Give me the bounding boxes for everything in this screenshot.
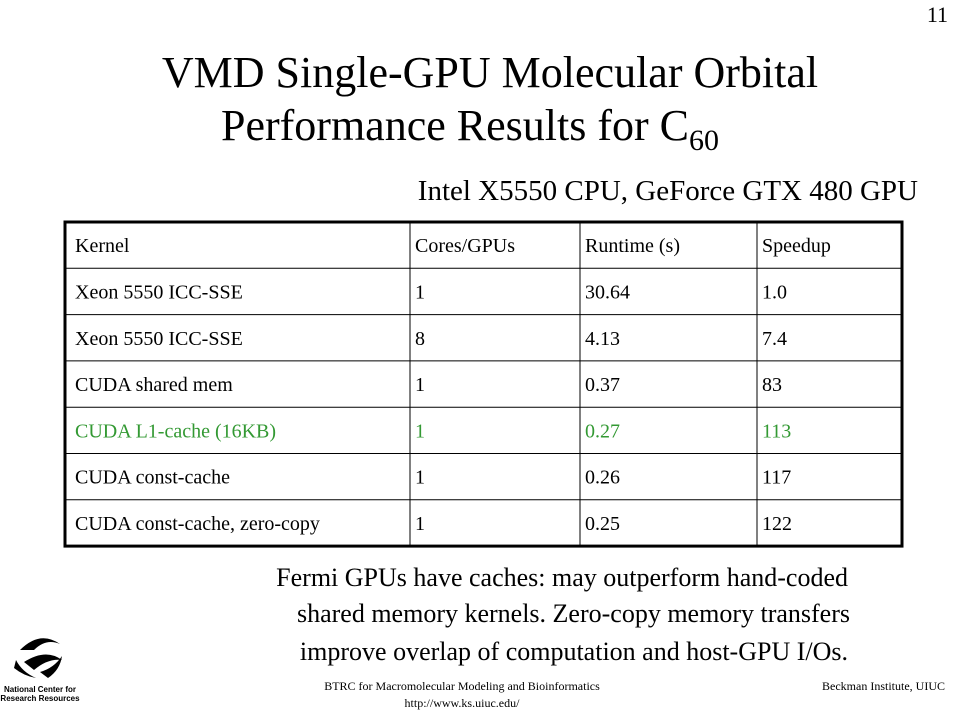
- table-cell: 0.25: [585, 513, 620, 535]
- table-cell: 0.26: [585, 467, 620, 489]
- title-text: Performance Results for C: [221, 101, 689, 150]
- table-cell: 122: [762, 513, 792, 535]
- table-cell: 0.27: [585, 420, 620, 442]
- header-cell: Runtime (s): [585, 235, 680, 257]
- table-cell: 83: [762, 374, 782, 396]
- table: Kernel Cores/GPUs Runtime (s) Speedup Xeon 5…: [63, 220, 904, 548]
- table-cell: 1: [415, 467, 425, 489]
- table-cell: 8: [415, 328, 425, 350]
- header-cell: Speedup: [762, 235, 831, 257]
- table-cell: 30.64: [585, 281, 630, 303]
- title-line: Performance Results for C60: [221, 101, 719, 157]
- table-cell: Xeon 5550 ICC-SSE: [75, 328, 243, 350]
- table-cell: CUDA const-cache, zero-copy: [75, 513, 320, 535]
- table-cell: CUDA L1-cache (16KB): [75, 420, 276, 442]
- table-cell: 117: [762, 467, 791, 489]
- footer-text: Beckman Institute, UIUC: [822, 679, 945, 693]
- logo-mark: [14, 638, 62, 678]
- logo-text: Research Resources: [0, 694, 80, 703]
- table-cell: 1: [415, 281, 425, 303]
- body-line: shared memory kernels. Zero-copy memory …: [297, 599, 850, 628]
- title-line: VMD Single-GPU Molecular Orbital: [162, 48, 818, 97]
- table-cell: 1: [415, 513, 425, 535]
- table-cell: 113: [762, 420, 791, 442]
- table-cell: CUDA const-cache: [75, 467, 230, 489]
- logo-text: National Center for: [4, 685, 76, 694]
- table-cell: Xeon 5550 ICC-SSE: [75, 281, 243, 303]
- logo: National Center for Research Resources: [0, 638, 80, 703]
- table-cell: 0.37: [585, 374, 620, 396]
- body-line: Fermi GPUs have caches: may outperform h…: [276, 563, 848, 592]
- table-cell: CUDA shared mem: [75, 374, 233, 396]
- title-subscript: 60: [689, 124, 719, 157]
- body-line: improve overlap of computation and host-…: [300, 637, 848, 666]
- table-cell: 7.4: [762, 328, 787, 350]
- header-cell: Cores/GPUs: [415, 235, 515, 257]
- table-cell: 1: [415, 374, 425, 396]
- slide-number: 11: [927, 2, 948, 27]
- table-border: [63, 220, 904, 548]
- footer-link: http://www.ks.uiuc.edu/: [405, 696, 521, 710]
- subtitle: Intel X5550 CPU, GeForce GTX 480 GPU: [418, 175, 918, 207]
- footer-text: BTRC for Macromolecular Modeling and Bio…: [324, 679, 600, 693]
- header-cell: Kernel: [75, 235, 130, 257]
- table-cell: 1.0: [762, 281, 787, 303]
- table-cell: 1: [415, 420, 425, 442]
- table-cell: 4.13: [585, 328, 620, 350]
